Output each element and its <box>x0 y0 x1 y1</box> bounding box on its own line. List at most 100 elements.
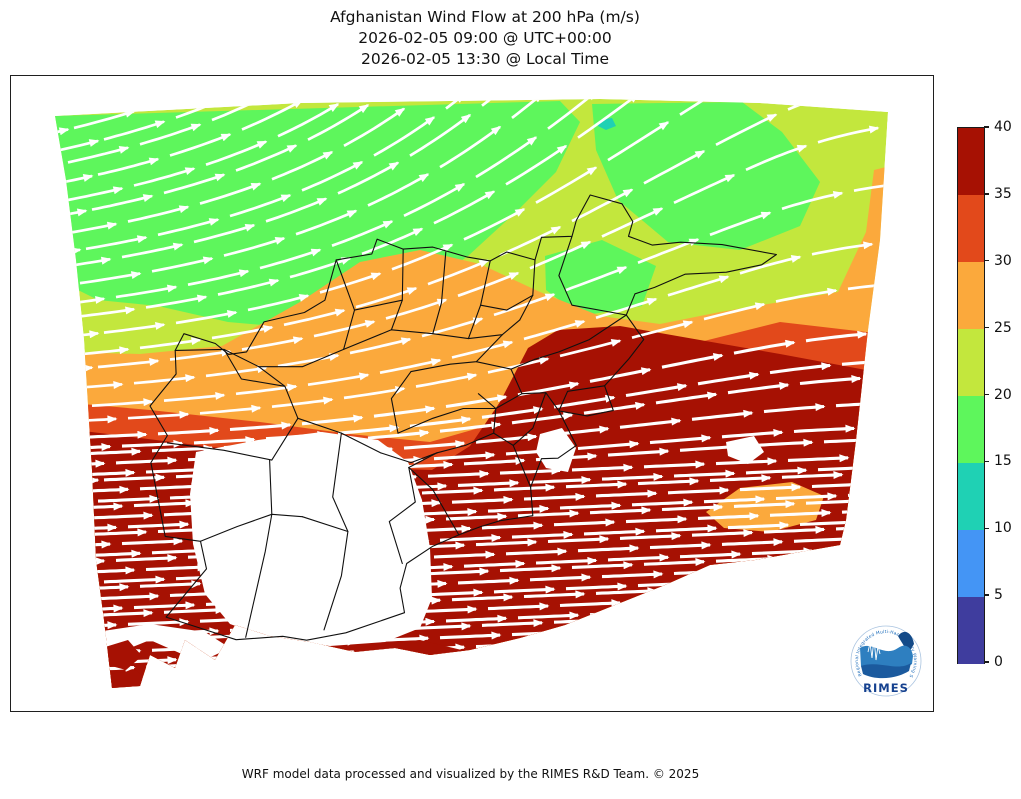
streamline <box>55 385 58 394</box>
streamline <box>211 678 274 687</box>
streamline <box>883 576 888 585</box>
streamline <box>157 426 220 436</box>
streamline <box>97 357 160 369</box>
streamline <box>127 205 190 223</box>
streamline <box>787 653 850 662</box>
figure-subtitle-utc: 2026-02-05 09:00 @ UTC+00:00 <box>358 29 612 47</box>
streamline <box>841 603 888 612</box>
streamline <box>709 211 772 237</box>
streamline <box>421 588 484 597</box>
streamline <box>679 550 742 559</box>
streamline <box>103 322 166 334</box>
streamline <box>223 237 286 257</box>
speed-25-30-pocket-southeast <box>706 482 824 532</box>
streamline <box>55 659 106 668</box>
streamline <box>221 686 232 688</box>
streamline <box>116 92 134 98</box>
streamline <box>553 394 616 409</box>
colorbar-segment-5-10 <box>958 529 984 597</box>
streamline <box>811 577 874 586</box>
streamline <box>193 436 256 445</box>
streamline <box>236 709 296 712</box>
streamline <box>733 500 796 509</box>
streamline <box>121 242 184 259</box>
streamline <box>187 653 250 662</box>
streamline <box>499 466 562 475</box>
streamline <box>499 564 562 573</box>
streamline <box>350 693 410 696</box>
figure-title: Afghanistan Wind Flow at 200 hPa (m/s) <box>330 8 640 26</box>
streamline <box>769 508 832 517</box>
streamline <box>235 144 298 172</box>
colorbar-ticks: 0 5 10 15 20 25 30 35 40 <box>984 119 1021 670</box>
streamline <box>373 405 436 418</box>
streamline <box>751 438 814 448</box>
streamline <box>139 123 202 146</box>
streamline <box>55 611 88 620</box>
streamline <box>883 479 888 488</box>
province-boundary <box>558 385 606 412</box>
streamline <box>115 554 178 563</box>
streamline <box>475 538 538 547</box>
province-boundary <box>410 334 503 373</box>
streamline <box>91 398 154 408</box>
streamline <box>883 238 888 247</box>
figure-subtitle-local: 2026-02-05 13:30 @ Local Time <box>360 50 610 68</box>
streamline <box>457 479 520 488</box>
streamline <box>745 564 808 573</box>
streamline <box>817 125 880 144</box>
streamline <box>878 699 896 700</box>
streamline <box>55 638 112 647</box>
streamline <box>739 682 802 688</box>
streamline <box>793 424 856 434</box>
streamline <box>55 139 100 155</box>
figure-footer: WRF model data processed and visualized … <box>241 767 700 781</box>
streamline <box>427 470 490 479</box>
streamline <box>733 339 796 355</box>
streamline <box>673 664 736 673</box>
streamline <box>661 605 724 614</box>
streamline <box>727 381 790 395</box>
streamline <box>806 700 866 703</box>
province-boundary <box>432 251 447 335</box>
streamline <box>55 666 70 675</box>
streamline <box>805 599 868 608</box>
logo-wave-lower <box>861 663 911 679</box>
streamline <box>409 622 472 631</box>
streamline <box>451 495 514 504</box>
streamline <box>55 557 106 566</box>
streamline <box>73 306 136 319</box>
streamline <box>55 450 76 459</box>
streamline <box>697 512 760 521</box>
streamline <box>859 452 888 461</box>
streamline <box>865 422 888 431</box>
streamline <box>583 527 646 536</box>
streamline <box>271 150 334 181</box>
streamline <box>373 116 436 157</box>
streamline <box>343 386 406 400</box>
streamline <box>409 416 472 428</box>
streamline <box>211 325 274 340</box>
streamline <box>193 223 256 244</box>
streamline <box>367 173 430 207</box>
streamline <box>679 648 742 657</box>
streamline <box>355 287 418 309</box>
province-boundary <box>534 314 627 360</box>
wind-map: Regional Integrated Multi-Hazard Early W… <box>10 75 922 712</box>
streamline <box>827 687 838 688</box>
streamline <box>211 99 274 122</box>
streamline <box>787 551 850 560</box>
streamline <box>649 434 712 445</box>
streamline <box>643 557 706 566</box>
province-boundary <box>510 368 560 412</box>
streamline <box>361 651 424 660</box>
streamline <box>121 537 184 546</box>
streamline <box>655 621 718 630</box>
streamline <box>637 238 700 264</box>
streamline <box>277 353 340 368</box>
admin-boundaries <box>149 194 777 641</box>
streamline <box>139 682 202 688</box>
streamline <box>715 113 778 146</box>
streamline <box>865 533 888 542</box>
